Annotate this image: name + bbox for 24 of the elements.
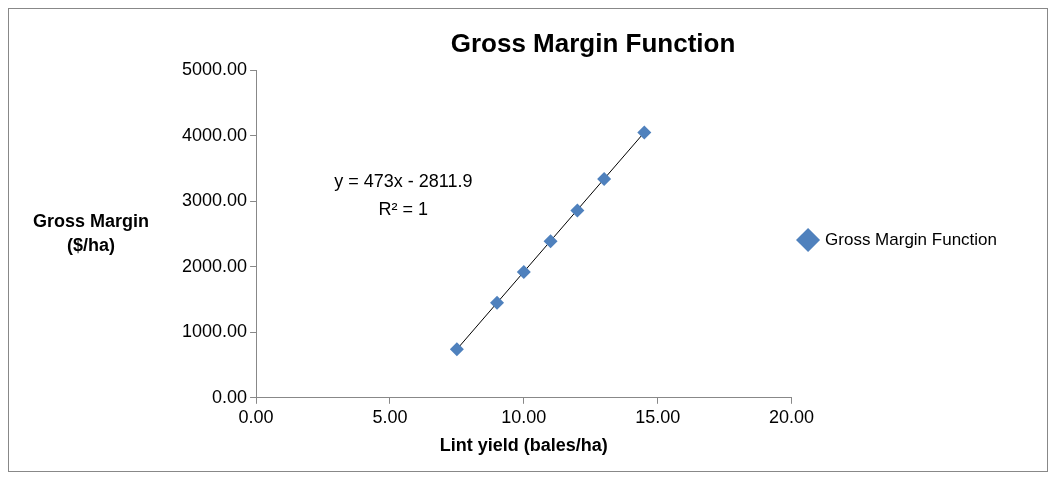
y-tick-label: 1000.00 bbox=[181, 321, 248, 342]
point bbox=[449, 342, 464, 357]
chart-title: Gross Margin Function bbox=[450, 27, 736, 58]
x-axis-title: Lint yield (bales/ha) bbox=[439, 435, 608, 456]
point bbox=[597, 171, 612, 186]
x-tick-label: 10.00 bbox=[501, 406, 547, 427]
point bbox=[543, 234, 558, 249]
annotation: R² = 1 bbox=[378, 198, 429, 219]
x-tick-label: 20.00 bbox=[769, 406, 815, 427]
y-tick-label: 0.00 bbox=[212, 386, 248, 407]
x-tick-label: 5.00 bbox=[372, 406, 408, 427]
legend-label: Gross Margin Function bbox=[825, 229, 997, 249]
point bbox=[637, 125, 652, 140]
x-tick-label: 15.00 bbox=[635, 406, 681, 427]
x-tick-label: 0.00 bbox=[238, 406, 274, 427]
point bbox=[570, 203, 585, 218]
point bbox=[490, 295, 505, 310]
y-tick-label: 5000.00 bbox=[181, 59, 248, 80]
point bbox=[516, 265, 531, 279]
y-axis-title: Gross Margin ($/ha) bbox=[32, 210, 150, 255]
y-tick-label: 2000.00 bbox=[181, 255, 248, 276]
y-tick-label: 4000.00 bbox=[181, 124, 248, 145]
y-tick-label: 3000.00 bbox=[181, 190, 248, 211]
annotation: y = 473x - 2811.9 bbox=[334, 170, 473, 191]
